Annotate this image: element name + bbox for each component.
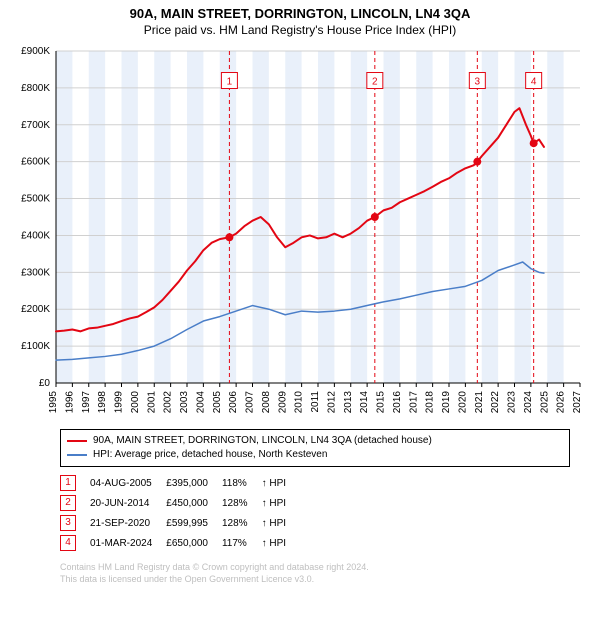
transaction-marker: 3 bbox=[60, 515, 76, 531]
txn-hpi: ↑ HPI bbox=[262, 475, 300, 491]
txn-pct: 128% bbox=[222, 495, 262, 511]
svg-text:2022: 2022 bbox=[490, 391, 501, 414]
svg-text:2027: 2027 bbox=[572, 391, 583, 414]
svg-text:2021: 2021 bbox=[474, 391, 485, 414]
svg-text:2015: 2015 bbox=[376, 391, 387, 414]
svg-text:2002: 2002 bbox=[163, 391, 174, 414]
svg-text:1998: 1998 bbox=[97, 391, 108, 414]
txn-date: 21-SEP-2020 bbox=[90, 515, 166, 531]
chart-subtitle: Price paid vs. HM Land Registry's House … bbox=[0, 21, 600, 43]
svg-text:2007: 2007 bbox=[245, 391, 256, 414]
svg-text:4: 4 bbox=[531, 77, 537, 88]
svg-text:£300K: £300K bbox=[21, 267, 50, 278]
svg-text:2026: 2026 bbox=[556, 391, 567, 414]
svg-text:2024: 2024 bbox=[523, 391, 534, 414]
txn-date: 04-AUG-2005 bbox=[90, 475, 166, 491]
txn-pct: 118% bbox=[222, 475, 262, 491]
svg-text:2003: 2003 bbox=[179, 391, 190, 414]
footer-line-1: Contains HM Land Registry data © Crown c… bbox=[60, 561, 570, 573]
svg-text:2008: 2008 bbox=[261, 391, 272, 414]
txn-hpi: ↑ HPI bbox=[262, 535, 300, 551]
legend-item: HPI: Average price, detached house, Nort… bbox=[67, 448, 563, 462]
transaction-marker: 1 bbox=[60, 475, 76, 491]
footer-line-2: This data is licensed under the Open Gov… bbox=[60, 573, 570, 585]
legend-label: 90A, MAIN STREET, DORRINGTON, LINCOLN, L… bbox=[93, 434, 432, 448]
txn-price: £450,000 bbox=[166, 495, 222, 511]
legend-swatch bbox=[67, 440, 87, 442]
svg-text:2001: 2001 bbox=[146, 391, 157, 414]
transaction-marker: 4 bbox=[60, 535, 76, 551]
svg-text:1996: 1996 bbox=[64, 391, 75, 414]
footer-text: Contains HM Land Registry data © Crown c… bbox=[60, 561, 570, 585]
table-row: 4 01-MAR-2024£650,000117%↑ HPI bbox=[60, 535, 300, 551]
svg-text:£0: £0 bbox=[39, 378, 51, 389]
table-row: 1 04-AUG-2005£395,000118%↑ HPI bbox=[60, 475, 300, 491]
price-line-chart: £0 £100K £200K £300K £400K £500K £600K £700K £80… bbox=[0, 43, 600, 423]
svg-text:£900K: £900K bbox=[21, 46, 50, 57]
svg-text:£200K: £200K bbox=[21, 304, 50, 315]
txn-hpi: ↑ HPI bbox=[262, 495, 300, 511]
svg-text:2025: 2025 bbox=[539, 391, 550, 414]
svg-text:2004: 2004 bbox=[195, 391, 206, 414]
svg-text:2017: 2017 bbox=[408, 391, 419, 414]
svg-text:£500K: £500K bbox=[21, 194, 50, 205]
svg-text:2010: 2010 bbox=[294, 391, 305, 414]
table-row: 2 20-JUN-2014£450,000128%↑ HPI bbox=[60, 495, 300, 511]
svg-text:2006: 2006 bbox=[228, 391, 239, 414]
svg-text:£800K: £800K bbox=[21, 83, 50, 94]
chart-legend: 90A, MAIN STREET, DORRINGTON, LINCOLN, L… bbox=[60, 429, 570, 467]
svg-text:2: 2 bbox=[372, 77, 378, 88]
txn-price: £650,000 bbox=[166, 535, 222, 551]
txn-pct: 117% bbox=[222, 535, 262, 551]
svg-text:1995: 1995 bbox=[48, 391, 59, 414]
svg-text:1999: 1999 bbox=[114, 391, 125, 414]
txn-date: 01-MAR-2024 bbox=[90, 535, 166, 551]
svg-text:2013: 2013 bbox=[343, 391, 354, 414]
svg-text:2020: 2020 bbox=[457, 391, 468, 414]
txn-pct: 128% bbox=[222, 515, 262, 531]
txn-price: £395,000 bbox=[166, 475, 222, 491]
legend-swatch bbox=[67, 454, 87, 456]
txn-date: 20-JUN-2014 bbox=[90, 495, 166, 511]
svg-text:3: 3 bbox=[475, 77, 481, 88]
svg-text:2018: 2018 bbox=[425, 391, 436, 414]
transactions-table: 104-AUG-2005£395,000118%↑ HPI220-JUN-201… bbox=[60, 471, 300, 555]
svg-text:2016: 2016 bbox=[392, 391, 403, 414]
svg-text:2011: 2011 bbox=[310, 391, 321, 413]
svg-text:£400K: £400K bbox=[21, 230, 50, 241]
svg-text:2014: 2014 bbox=[359, 391, 370, 414]
svg-text:1997: 1997 bbox=[81, 391, 92, 414]
legend-item: 90A, MAIN STREET, DORRINGTON, LINCOLN, L… bbox=[67, 434, 563, 448]
svg-text:2000: 2000 bbox=[130, 391, 141, 414]
txn-price: £599,995 bbox=[166, 515, 222, 531]
price-chart-card: 90A, MAIN STREET, DORRINGTON, LINCOLN, L… bbox=[0, 0, 600, 585]
txn-hpi: ↑ HPI bbox=[262, 515, 300, 531]
svg-text:£600K: £600K bbox=[21, 157, 50, 168]
table-row: 3 21-SEP-2020£599,995128%↑ HPI bbox=[60, 515, 300, 531]
svg-text:2019: 2019 bbox=[441, 391, 452, 414]
svg-text:£100K: £100K bbox=[21, 341, 50, 352]
svg-text:2009: 2009 bbox=[277, 391, 288, 414]
svg-text:2005: 2005 bbox=[212, 391, 223, 414]
svg-text:1: 1 bbox=[227, 77, 233, 88]
chart-title: 90A, MAIN STREET, DORRINGTON, LINCOLN, L… bbox=[0, 0, 600, 21]
svg-text:£700K: £700K bbox=[21, 120, 50, 131]
transaction-marker: 2 bbox=[60, 495, 76, 511]
svg-text:2023: 2023 bbox=[507, 391, 518, 414]
legend-label: HPI: Average price, detached house, Nort… bbox=[93, 448, 327, 462]
svg-text:2012: 2012 bbox=[326, 391, 337, 414]
